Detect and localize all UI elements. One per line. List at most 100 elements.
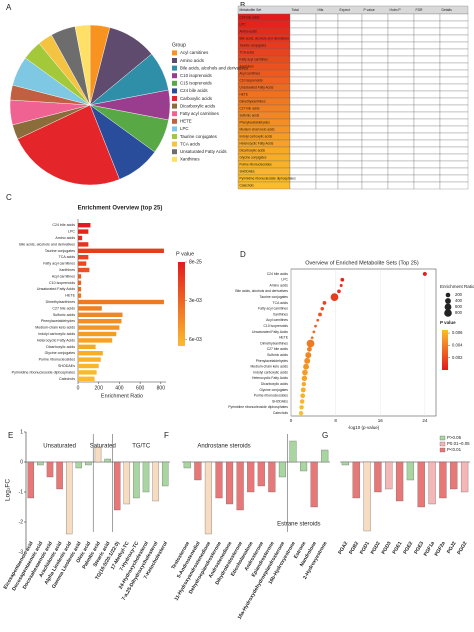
chart-title: Enrichment Overview (top 25) bbox=[78, 206, 163, 212]
table-cell bbox=[289, 139, 317, 148]
colorbar-label: 3e-03 bbox=[189, 298, 202, 304]
y-tick-label: C10 isoprenoids bbox=[49, 281, 75, 285]
row-name: Dimethylxanthines bbox=[240, 99, 266, 103]
table-cell bbox=[439, 146, 469, 155]
x-tick-label: PGE3 bbox=[413, 540, 425, 555]
table-cell bbox=[413, 174, 441, 183]
row-name: Indolyl carboxylic acids bbox=[240, 134, 273, 138]
table-header bbox=[237, 5, 469, 15]
table-cell bbox=[439, 139, 469, 148]
table-cell bbox=[439, 111, 469, 120]
bar bbox=[78, 293, 82, 298]
dot bbox=[422, 271, 427, 276]
y-tick-label: Medium-chain keto acids bbox=[250, 365, 288, 369]
table-cell bbox=[387, 97, 415, 106]
table-cell bbox=[337, 27, 363, 36]
column-header: Holm P bbox=[390, 8, 402, 12]
table-cell bbox=[361, 132, 389, 141]
y-tick-label: Purine ribonucleosides bbox=[254, 394, 289, 398]
y-tick-label: Acyl carnitines bbox=[266, 318, 288, 322]
dot bbox=[299, 399, 305, 404]
legend-label: Xanthines bbox=[180, 157, 200, 162]
row-name: C27 bile acids bbox=[240, 106, 260, 110]
y-tick-label: Sulfonic acids bbox=[267, 353, 288, 357]
bar bbox=[161, 461, 169, 487]
y-tick-label: Pyrimidine ribonucleoside diphosphates bbox=[228, 405, 288, 409]
table-cell bbox=[387, 167, 415, 176]
y-tick-label: Bile acids, alcohols and derivatives bbox=[235, 289, 288, 293]
table-cell bbox=[337, 181, 363, 190]
bar bbox=[78, 248, 164, 253]
panel-label: C bbox=[6, 193, 12, 202]
table-cell bbox=[361, 125, 389, 134]
table-cell bbox=[289, 20, 317, 29]
table-cell bbox=[439, 90, 469, 99]
table-cell bbox=[361, 27, 389, 36]
table-cell bbox=[289, 34, 317, 43]
dot bbox=[322, 301, 327, 305]
dot bbox=[300, 387, 306, 393]
table-cell bbox=[337, 62, 363, 71]
table-cell bbox=[337, 160, 363, 169]
y-tick-label: Acyl carnitines bbox=[52, 274, 75, 278]
y-tick-label: Fatty acyl carnitines bbox=[43, 262, 75, 266]
bar bbox=[78, 223, 91, 228]
bar bbox=[215, 461, 223, 499]
table-cell bbox=[289, 41, 317, 50]
column-header: Total bbox=[292, 8, 299, 12]
y-tick-label: Dicarboxylic acids bbox=[261, 382, 288, 386]
table-cell bbox=[439, 55, 469, 64]
bar bbox=[236, 461, 244, 511]
table-cell bbox=[315, 160, 339, 169]
table-cell bbox=[315, 181, 339, 190]
table-cell bbox=[439, 20, 469, 29]
size-legend-label: 600 bbox=[455, 304, 463, 309]
bar bbox=[37, 461, 44, 466]
bar bbox=[247, 461, 255, 493]
y-tick-label: Xanthines bbox=[273, 312, 288, 316]
x-tick-label: PGE1 bbox=[392, 540, 404, 555]
table-cell bbox=[439, 153, 469, 162]
table-cell bbox=[337, 111, 363, 120]
table-cell bbox=[289, 160, 317, 169]
table-cell bbox=[387, 55, 415, 64]
y-tick-label: Unsaturated Fatty Acids bbox=[37, 287, 75, 291]
bar bbox=[78, 299, 164, 305]
bar bbox=[363, 461, 371, 532]
table-cell bbox=[361, 62, 389, 71]
row-name: Dicarboxylic acids bbox=[240, 148, 266, 152]
table-cell bbox=[361, 48, 389, 57]
table-cell bbox=[315, 167, 339, 176]
table-cell bbox=[387, 34, 415, 43]
table-cell bbox=[337, 97, 363, 106]
dot bbox=[320, 306, 324, 311]
table-cell bbox=[413, 111, 441, 120]
bar bbox=[78, 267, 90, 273]
bar bbox=[226, 461, 234, 505]
table-cell bbox=[439, 13, 469, 22]
bar bbox=[268, 461, 276, 493]
y-tick-label: C27 bile acids bbox=[267, 347, 289, 351]
legend-label: LPC bbox=[180, 126, 189, 131]
table-cell bbox=[315, 62, 339, 71]
table-cell bbox=[413, 90, 441, 99]
table-cell bbox=[315, 125, 339, 134]
y-tick-label: TCA acids bbox=[59, 255, 76, 259]
name-cell bbox=[237, 20, 291, 29]
row-name: Purine ribonucleosides bbox=[240, 162, 273, 166]
dot bbox=[299, 405, 304, 410]
y-tick-label: Taurine conjugates bbox=[260, 295, 289, 299]
table-cell bbox=[439, 160, 469, 169]
legend-swatch bbox=[172, 149, 177, 155]
x-tick-label: 24 bbox=[422, 418, 428, 423]
table-cell bbox=[315, 146, 339, 155]
column-header: Expect bbox=[340, 8, 350, 12]
table-cell bbox=[337, 34, 363, 43]
bar bbox=[78, 242, 89, 247]
y-tick-label: Bile acids, alcohols and derivatives bbox=[19, 242, 75, 246]
size-legend-dot bbox=[445, 298, 451, 304]
bar bbox=[56, 461, 63, 490]
table-cell bbox=[337, 20, 363, 29]
table-cell bbox=[289, 125, 317, 134]
dot bbox=[305, 352, 312, 359]
